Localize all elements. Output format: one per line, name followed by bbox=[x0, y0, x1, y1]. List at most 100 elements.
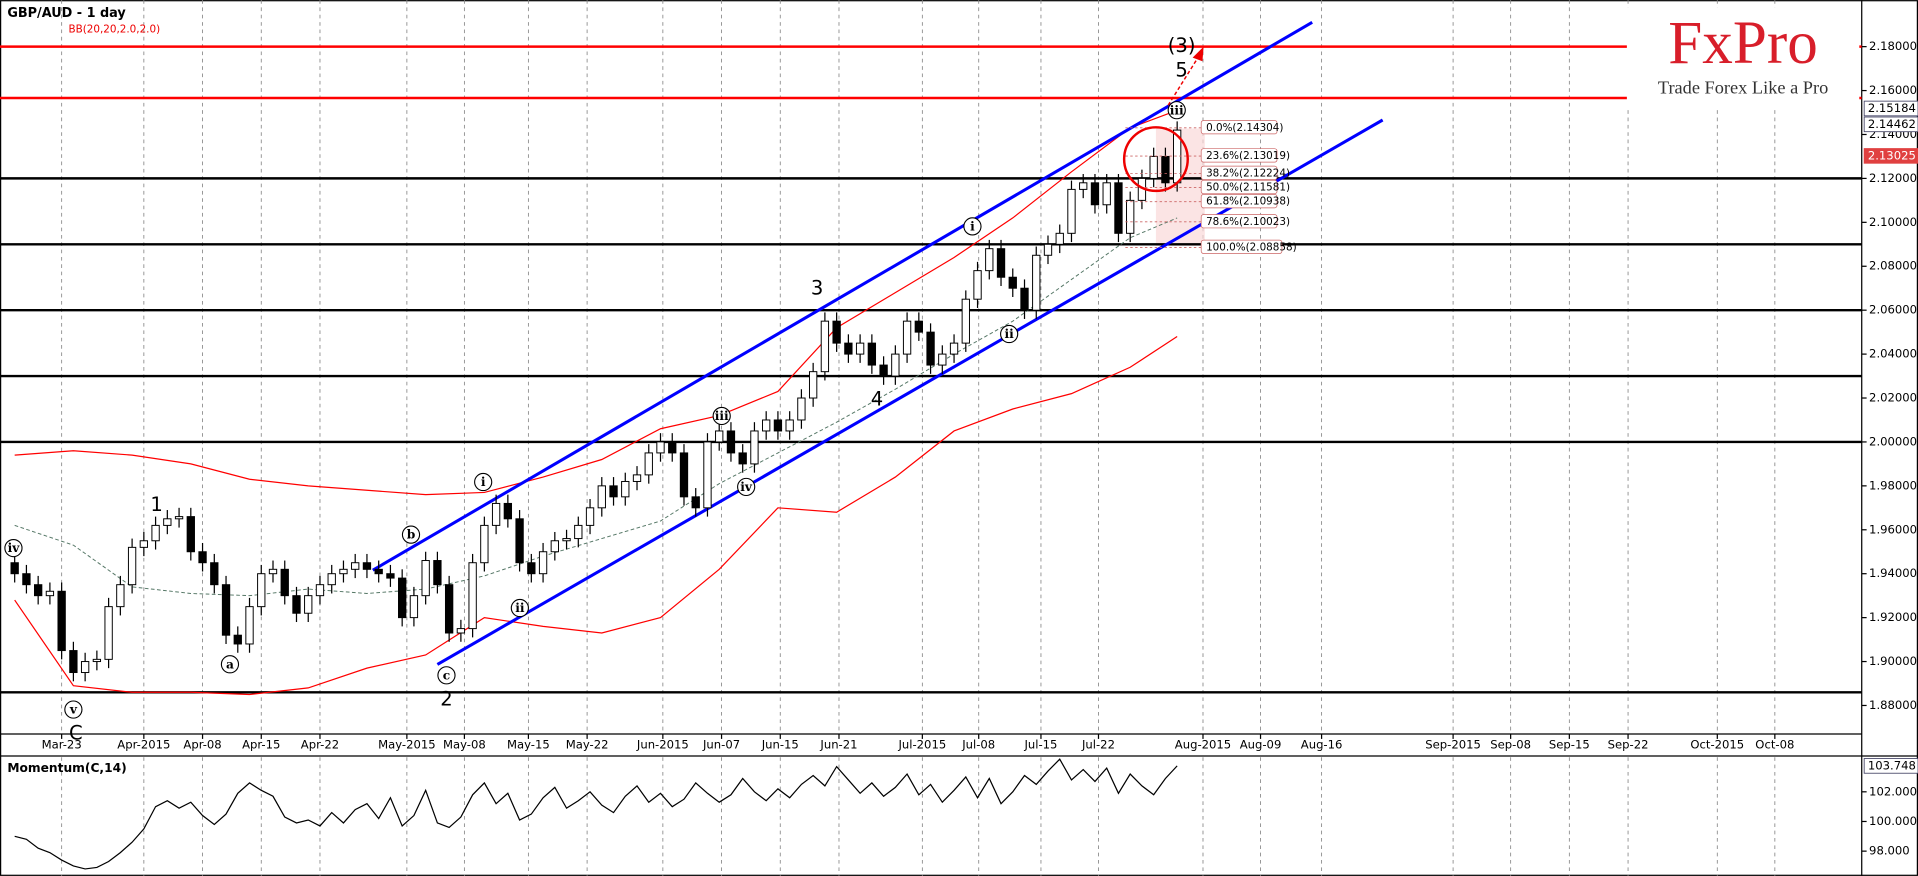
y-tick-label: 1.88000 bbox=[1869, 698, 1917, 712]
candle-body bbox=[456, 628, 466, 634]
channel-line bbox=[436, 118, 1384, 666]
candle-body bbox=[104, 606, 113, 660]
y-tick-label: 98.000 bbox=[1869, 844, 1910, 858]
candle-body bbox=[92, 658, 102, 663]
bollinger-lower bbox=[14, 336, 1178, 696]
wave-circle bbox=[712, 406, 731, 426]
bollinger-upper bbox=[14, 109, 1178, 496]
y-tick-label: 102.000 bbox=[1869, 784, 1917, 798]
wave-circle bbox=[510, 598, 529, 618]
candle-body bbox=[797, 397, 806, 421]
wave-label: 3 bbox=[811, 276, 823, 299]
x-tick-label: Jul-2015 bbox=[897, 738, 946, 752]
wave-circle bbox=[737, 477, 756, 497]
x-tick-label: Aug-09 bbox=[1240, 738, 1282, 752]
fib-label: 50.0%(2.11581) bbox=[1206, 182, 1290, 194]
candle-body bbox=[621, 480, 630, 498]
wave-circle bbox=[220, 655, 240, 674]
momentum-line bbox=[14, 758, 1178, 870]
x-tick-label: Jul-15 bbox=[1023, 738, 1057, 752]
candle-body bbox=[703, 441, 712, 509]
y-tick-label: 2.04000 bbox=[1869, 347, 1917, 361]
candle-body bbox=[738, 452, 747, 465]
candle-body bbox=[409, 595, 419, 619]
circled-label: iii bbox=[715, 409, 729, 423]
circled-label: v bbox=[69, 703, 78, 717]
candle-body bbox=[938, 353, 947, 366]
candle-body bbox=[949, 342, 959, 355]
y-tick-label: 1.96000 bbox=[1869, 522, 1917, 536]
x-tick-label: Apr-08 bbox=[183, 738, 221, 752]
candle-body bbox=[762, 419, 771, 432]
candle-body bbox=[609, 485, 618, 498]
x-tick-label: Jul-08 bbox=[961, 738, 995, 752]
circled-label: iv bbox=[8, 541, 21, 555]
candle-body bbox=[304, 595, 313, 614]
price-tag-box bbox=[1863, 100, 1918, 117]
fib-label-box bbox=[1200, 120, 1278, 135]
candle-body bbox=[1032, 254, 1041, 311]
wave-circle bbox=[474, 472, 493, 492]
candle-body bbox=[926, 331, 935, 366]
fib-label: 78.6%(2.10023) bbox=[1206, 216, 1290, 228]
candle-body bbox=[867, 342, 877, 366]
price-tag: 2.14462 bbox=[1868, 117, 1916, 131]
y-tick-label: 2.18000 bbox=[1869, 39, 1917, 53]
fib-label-box bbox=[1200, 165, 1278, 180]
circled-label: c bbox=[443, 668, 450, 682]
x-tick-label: May-08 bbox=[443, 738, 486, 752]
candle-body bbox=[433, 560, 442, 586]
candle-body bbox=[808, 371, 818, 399]
fib-label-box bbox=[1200, 179, 1278, 195]
candle-body bbox=[1067, 188, 1076, 234]
candle-body bbox=[668, 441, 677, 454]
x-tick-label: May-15 bbox=[507, 738, 550, 752]
x-tick-label: Oct-08 bbox=[1755, 738, 1794, 752]
wave-circle bbox=[4, 538, 23, 558]
candle-body bbox=[585, 507, 595, 526]
wave-label: C bbox=[69, 722, 83, 745]
candle-body bbox=[1090, 182, 1100, 206]
candle-body bbox=[491, 502, 501, 526]
wave-circle bbox=[1000, 324, 1019, 344]
candle-body bbox=[820, 320, 830, 373]
fib-label: 0.0%(2.14304) bbox=[1206, 122, 1283, 134]
x-tick-label: Sep-2015 bbox=[1425, 738, 1481, 752]
target-arrow bbox=[1167, 55, 1200, 106]
fib-label: 38.2%(2.12224) bbox=[1206, 167, 1290, 179]
candle-body bbox=[116, 584, 125, 608]
y-tick-label: 1.92000 bbox=[1869, 610, 1917, 624]
candle-body bbox=[186, 516, 195, 553]
y-tick-label: 1.90000 bbox=[1869, 654, 1917, 668]
candle-body bbox=[973, 270, 982, 300]
fib-label: 100.0%(2.08858) bbox=[1206, 241, 1297, 253]
wave-circle bbox=[64, 700, 83, 719]
candle-body bbox=[644, 452, 653, 476]
candle-body bbox=[785, 419, 794, 432]
highlight-circle bbox=[1122, 126, 1189, 193]
channel-line bbox=[372, 20, 1313, 572]
candle-body bbox=[34, 584, 43, 597]
candle-body bbox=[879, 364, 888, 377]
y-tick-label: 2.10000 bbox=[1869, 215, 1917, 229]
candle-body bbox=[1114, 182, 1123, 234]
candle-body bbox=[503, 502, 513, 520]
wave-circle bbox=[437, 666, 456, 685]
candle-body bbox=[914, 320, 923, 333]
price-tag-box bbox=[1863, 116, 1918, 133]
candle-body bbox=[421, 560, 430, 597]
candle-body bbox=[280, 568, 289, 597]
candle-body bbox=[891, 353, 900, 377]
x-tick-label: Apr-22 bbox=[301, 738, 339, 752]
candle-body bbox=[1149, 155, 1158, 179]
candle-body bbox=[69, 650, 78, 674]
candle-body bbox=[327, 573, 336, 586]
candle-body bbox=[1008, 276, 1017, 289]
x-tick-label: Jun-15 bbox=[761, 738, 799, 752]
fib-label-box bbox=[1200, 239, 1283, 254]
momentum-tag-box bbox=[1863, 758, 1918, 774]
y-tick-label: 2.16000 bbox=[1869, 83, 1917, 97]
x-tick-label: Jun-07 bbox=[702, 738, 740, 752]
logo-box bbox=[1626, 7, 1860, 108]
